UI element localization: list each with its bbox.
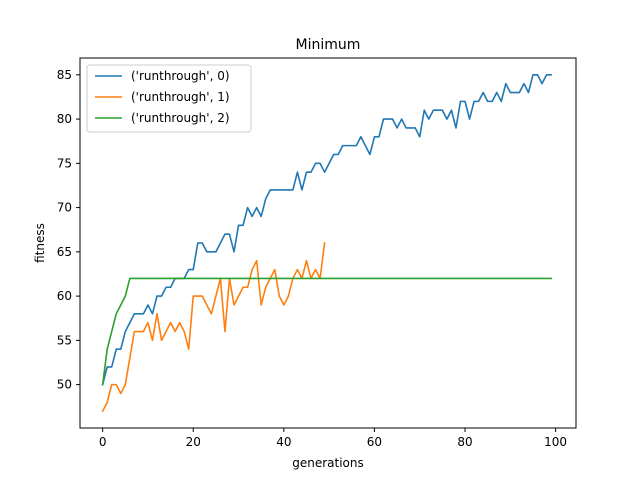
legend: ('runthrough', 0) ('runthrough', 1) ('runt… [86, 64, 252, 133]
x-tick-label: 0 [99, 435, 107, 449]
x-tick-label: 80 [457, 435, 472, 449]
y-tick-label: 65 [57, 245, 72, 259]
plot-frame [79, 57, 577, 429]
axes-layer [79, 57, 577, 429]
x-tick-label: 60 [367, 435, 382, 449]
y-axis-ticks: 50 55 60 65 70 75 80 85 [57, 68, 80, 392]
y-tick-label: 85 [57, 68, 72, 82]
y-tick-label: 75 [57, 156, 72, 170]
y-tick-label: 60 [57, 289, 72, 303]
legend-label-1: ('runthrough', 1) [131, 90, 230, 104]
legend-label-2: ('runthrough', 2) [131, 111, 230, 125]
x-tick-label: 40 [276, 435, 291, 449]
chart-title: Minimum [296, 37, 361, 53]
x-tick-label: 20 [186, 435, 201, 449]
x-tick-label: 100 [544, 435, 567, 449]
series-line-1 [101, 242, 326, 413]
legend-label-0: ('runthrough', 0) [131, 69, 230, 83]
y-tick-label: 55 [57, 333, 72, 347]
y-axis-label: fitness [33, 223, 47, 263]
series-layer [101, 74, 552, 413]
y-tick-label: 80 [57, 112, 72, 126]
x-axis-ticks: 0 20 40 60 80 100 [99, 428, 567, 449]
x-axis-label: generations [292, 456, 364, 470]
legend-box [86, 64, 252, 133]
y-tick-label: 50 [57, 378, 72, 392]
y-tick-label: 70 [57, 201, 72, 215]
series-line-2 [101, 277, 552, 386]
